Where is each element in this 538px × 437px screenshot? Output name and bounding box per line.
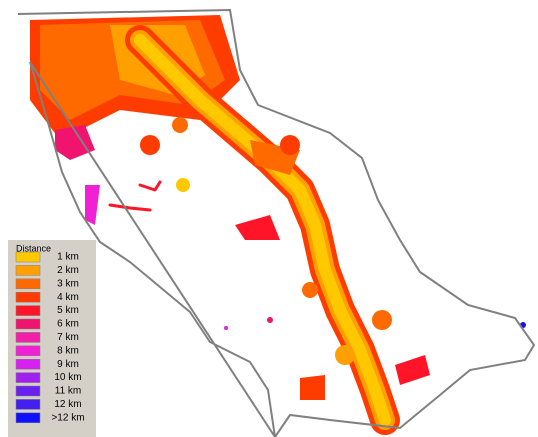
legend-label: 7 km: [57, 332, 79, 343]
legend-label: 1 km: [57, 252, 79, 263]
region-outline: [17, 8, 536, 437]
legend-label: 9 km: [57, 359, 79, 370]
legend-label: 5 km: [57, 305, 79, 316]
distance-zones: [30, 15, 526, 435]
legend-label: 2 km: [57, 265, 79, 276]
legend-swatch: [15, 345, 41, 357]
legend-swatch: [15, 399, 41, 410]
legend-label: 3 km: [57, 278, 79, 289]
legend-label: >12 km: [51, 412, 84, 423]
legend-swatch: [15, 318, 41, 330]
legend: Distance 1 km 2 km 3 km 4 km 5 km 6 km 7 km 8 k…: [8, 240, 96, 437]
legend-label: 12 km: [54, 399, 81, 410]
legend-swatch: [15, 265, 41, 276]
legend-swatch: [15, 412, 41, 424]
legend-swatch: [15, 291, 41, 303]
legend-title: Distance: [16, 243, 51, 253]
legend-swatch: [15, 278, 41, 290]
legend-label: 6 km: [57, 319, 79, 330]
legend-swatch: [15, 251, 41, 263]
legend-label: 4 km: [57, 292, 79, 303]
legend-swatch: [15, 385, 41, 397]
legend-swatch: [15, 372, 41, 383]
legend-label: 10 km: [54, 372, 81, 383]
legend-label: 11 km: [55, 386, 82, 397]
legend-swatch: [15, 305, 41, 316]
legend-swatch: [15, 332, 41, 343]
legend-label: 8 km: [57, 345, 79, 356]
legend-items: 1 km 2 km 3 km 4 km 5 km 6 km 7 km 8 km 9 km 10 k…: [15, 251, 85, 424]
legend-swatch: [15, 358, 41, 370]
